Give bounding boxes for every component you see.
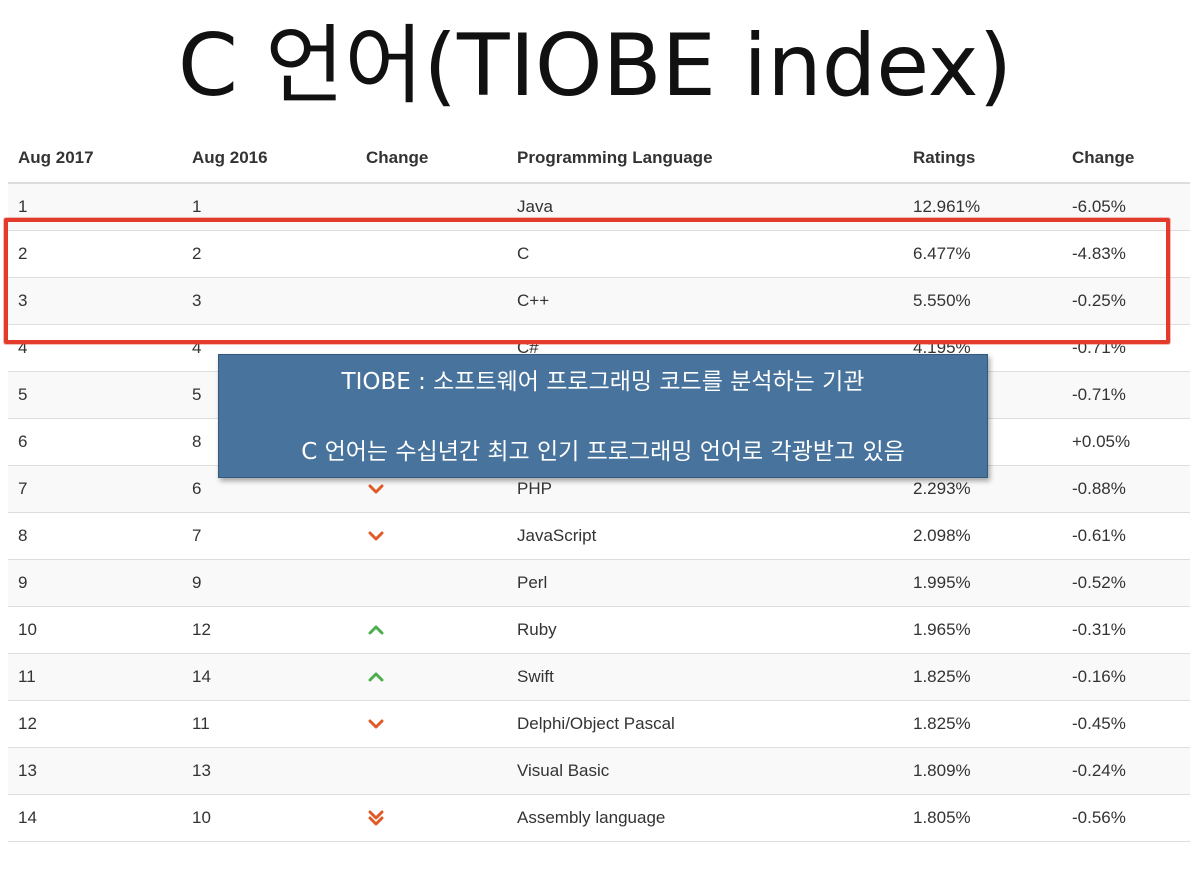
rank-2016-cell: 11	[182, 700, 356, 748]
language-cell: C++	[507, 277, 903, 325]
language-cell: Delphi/Object Pascal	[507, 700, 903, 748]
highlight-box	[4, 218, 1170, 344]
chevron-down-icon	[366, 479, 390, 499]
change-cell: -0.16%	[1062, 653, 1190, 701]
chevron-up-icon	[366, 667, 390, 687]
language-cell: Perl	[507, 559, 903, 607]
table-row: 13 13 Visual Basic 1.809% -0.24%	[8, 747, 1190, 795]
rank-2016-cell: 3	[182, 277, 356, 325]
ratings-cell: 1.825%	[903, 653, 1062, 701]
info-overlay: TIOBE : 소프트웨어 프로그래밍 코드를 분석하는 기관 C 언어는 수십…	[218, 354, 988, 478]
change-cell: -0.31%	[1062, 606, 1190, 654]
trend-cell	[356, 230, 507, 278]
double-chevron-down-icon	[366, 808, 390, 828]
table-row: 11 14 Swift 1.825% -0.16%	[8, 653, 1190, 701]
slide-title: C 언어(TIOBE index)	[177, 16, 1013, 116]
header-ratings-change: Change	[1062, 134, 1190, 184]
change-cell: -0.52%	[1062, 559, 1190, 607]
rank-2016-cell: 2	[182, 230, 356, 278]
rank-2017-cell: 2	[8, 230, 182, 278]
language-cell: JavaScript	[507, 512, 903, 560]
trend-cell	[356, 559, 507, 607]
trend-cell	[356, 700, 507, 748]
rank-2016-cell: 12	[182, 606, 356, 654]
change-cell: -0.56%	[1062, 794, 1190, 842]
table-row: 9 9 Perl 1.995% -0.52%	[8, 559, 1190, 607]
trend-cell	[356, 653, 507, 701]
ratings-cell: 1.965%	[903, 606, 1062, 654]
change-cell: -0.71%	[1062, 324, 1190, 372]
rank-2017-cell: 3	[8, 277, 182, 325]
language-cell: Ruby	[507, 606, 903, 654]
language-cell: Visual Basic	[507, 747, 903, 795]
trend-cell	[356, 277, 507, 325]
trend-cell	[356, 606, 507, 654]
language-cell: C	[507, 230, 903, 278]
rank-2016-cell: 1	[182, 183, 356, 231]
ratings-cell: 1.809%	[903, 747, 1062, 795]
language-cell: Swift	[507, 653, 903, 701]
chevron-up-icon	[366, 620, 390, 640]
rank-2016-cell: 10	[182, 794, 356, 842]
table-header-row: Aug 2017 Aug 2016 Change Programming Lan…	[8, 134, 1190, 184]
rank-2016-cell: 9	[182, 559, 356, 607]
change-cell: -0.45%	[1062, 700, 1190, 748]
ratings-cell: 1.825%	[903, 700, 1062, 748]
trend-cell	[356, 794, 507, 842]
change-cell: -0.61%	[1062, 512, 1190, 560]
header-programming-language: Programming Language	[507, 134, 903, 184]
rank-2017-cell: 6	[8, 418, 182, 466]
change-cell: +0.05%	[1062, 418, 1190, 466]
ratings-cell: 6.477%	[903, 230, 1062, 278]
rank-2017-cell: 11	[8, 653, 182, 701]
overlay-line-c-language: C 언어는 수십년간 최고 인기 프로그래밍 언어로 각광받고 있음	[301, 439, 905, 465]
rank-2017-cell: 9	[8, 559, 182, 607]
rank-2017-cell: 8	[8, 512, 182, 560]
chevron-down-icon	[366, 714, 390, 734]
table-row: 14 10 Assembly language 1.805% -0.56%	[8, 794, 1190, 842]
overlay-line-tiobe: TIOBE : 소프트웨어 프로그래밍 코드를 분석하는 기관	[341, 369, 865, 395]
rank-2017-cell: 5	[8, 371, 182, 419]
header-ratings: Ratings	[903, 134, 1062, 184]
change-cell: -0.24%	[1062, 747, 1190, 795]
header-aug-2016: Aug 2016	[182, 134, 356, 184]
ratings-cell: 1.805%	[903, 794, 1062, 842]
table-row: 10 12 Ruby 1.965% -0.31%	[8, 606, 1190, 654]
language-cell: Java	[507, 183, 903, 231]
ratings-cell: 12.961%	[903, 183, 1062, 231]
table-row: 12 11 Delphi/Object Pascal 1.825% -0.45%	[8, 700, 1190, 748]
header-aug-2017: Aug 2017	[8, 134, 182, 184]
table-row: 1 1 Java 12.961% -6.05%	[8, 183, 1190, 231]
change-cell: -0.71%	[1062, 371, 1190, 419]
rank-2016-cell: 14	[182, 653, 356, 701]
rank-2017-cell: 10	[8, 606, 182, 654]
chevron-down-icon	[366, 526, 390, 546]
trend-cell	[356, 183, 507, 231]
change-cell: -0.88%	[1062, 465, 1190, 513]
trend-cell	[356, 747, 507, 795]
rank-2016-cell: 13	[182, 747, 356, 795]
table-row: 2 2 C 6.477% -4.83%	[8, 230, 1190, 278]
ratings-cell: 2.098%	[903, 512, 1062, 560]
rank-2017-cell: 7	[8, 465, 182, 513]
header-rank-change: Change	[356, 134, 507, 184]
ratings-cell: 1.995%	[903, 559, 1062, 607]
rank-2017-cell: 1	[8, 183, 182, 231]
trend-cell	[356, 512, 507, 560]
ratings-cell: 5.550%	[903, 277, 1062, 325]
rank-2017-cell: 4	[8, 324, 182, 372]
table-row: 8 7 JavaScript 2.098% -0.61%	[8, 512, 1190, 560]
rank-2017-cell: 13	[8, 747, 182, 795]
rank-2017-cell: 14	[8, 794, 182, 842]
language-cell: Assembly language	[507, 794, 903, 842]
rank-2017-cell: 12	[8, 700, 182, 748]
rank-2016-cell: 7	[182, 512, 356, 560]
